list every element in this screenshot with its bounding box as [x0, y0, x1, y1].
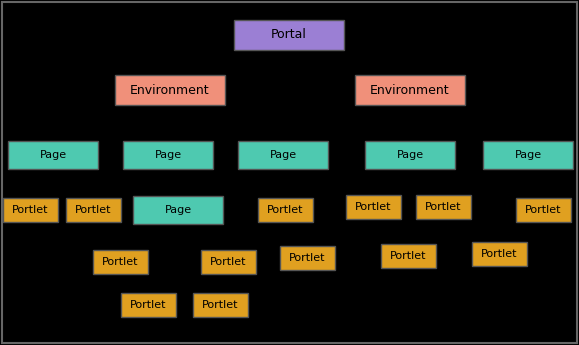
Bar: [280, 246, 335, 270]
Bar: [2, 198, 57, 222]
Text: Page: Page: [269, 150, 296, 160]
Bar: [515, 198, 570, 222]
Text: Portlet: Portlet: [102, 257, 138, 267]
Bar: [380, 244, 435, 268]
Bar: [471, 242, 526, 266]
Text: Page: Page: [155, 150, 182, 160]
Bar: [8, 141, 98, 169]
Text: Portlet: Portlet: [390, 251, 426, 261]
Text: Portlet: Portlet: [12, 205, 48, 215]
Bar: [133, 196, 223, 224]
Text: Portal: Portal: [271, 29, 307, 41]
Bar: [258, 198, 313, 222]
Text: Portlet: Portlet: [201, 300, 238, 310]
Text: Page: Page: [39, 150, 67, 160]
Text: Portlet: Portlet: [355, 202, 391, 212]
Text: Portlet: Portlet: [425, 202, 461, 212]
Text: Portlet: Portlet: [267, 205, 303, 215]
Bar: [365, 141, 455, 169]
Bar: [238, 141, 328, 169]
Text: Portlet: Portlet: [130, 300, 166, 310]
Bar: [123, 141, 213, 169]
Bar: [120, 293, 175, 317]
Bar: [234, 20, 344, 50]
Text: Page: Page: [397, 150, 424, 160]
Text: Portlet: Portlet: [525, 205, 561, 215]
Text: Page: Page: [164, 205, 192, 215]
Bar: [200, 250, 255, 274]
Bar: [192, 293, 247, 317]
Bar: [416, 195, 471, 219]
Bar: [115, 75, 225, 105]
Bar: [483, 141, 573, 169]
Bar: [346, 195, 401, 219]
Text: Page: Page: [514, 150, 541, 160]
Bar: [355, 75, 465, 105]
Text: Environment: Environment: [370, 83, 450, 97]
Bar: [93, 250, 148, 274]
Text: Portlet: Portlet: [75, 205, 111, 215]
Text: Portlet: Portlet: [289, 253, 325, 263]
Bar: [65, 198, 120, 222]
Text: Portlet: Portlet: [210, 257, 246, 267]
Text: Environment: Environment: [130, 83, 210, 97]
Text: Portlet: Portlet: [481, 249, 517, 259]
